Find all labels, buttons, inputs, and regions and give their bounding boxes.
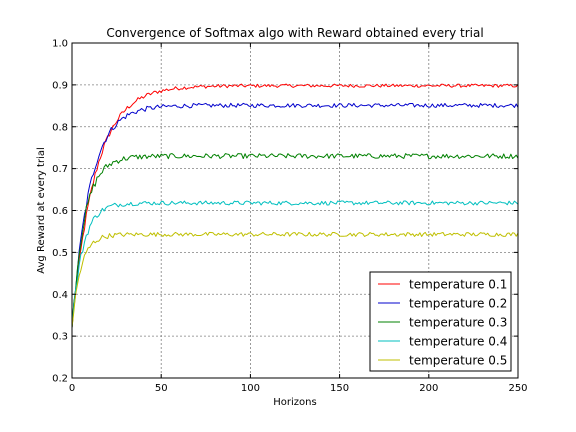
legend-label: temperature 0.1 <box>409 278 507 292</box>
y-axis-label: Avg Reward at every trial <box>36 147 47 274</box>
x-tick-label: 200 <box>419 383 438 394</box>
y-tick-label: 0.7 <box>52 164 68 175</box>
y-tick-label: 0.2 <box>52 374 68 385</box>
y-tick-label: 0.9 <box>52 80 68 91</box>
y-tick-label: 0.8 <box>52 122 68 133</box>
series-line-2 <box>71 102 519 328</box>
x-tick-label: 150 <box>330 383 349 394</box>
legend-label: temperature 0.5 <box>409 354 507 368</box>
y-tick-label: 0.4 <box>52 290 68 301</box>
y-tick-label: 1.0 <box>52 39 68 50</box>
series-line-3 <box>71 153 519 328</box>
x-tick-label: 250 <box>508 383 527 394</box>
y-tick-label: 0.6 <box>52 206 68 217</box>
legend-label: temperature 0.2 <box>409 297 507 311</box>
y-tick-label: 0.3 <box>52 332 68 343</box>
chart-title: Convergence of Softmax algo with Reward … <box>106 26 483 40</box>
ticks: 0 50 100 150 200 250 0.2 0.3 0.4 0.5 0.6 0.7 0.8 0.9 1… <box>52 39 527 395</box>
x-tick-label: 0 <box>69 383 75 394</box>
series-group <box>71 83 519 328</box>
legend-label: temperature 0.4 <box>409 335 507 349</box>
y-tick-label: 0.5 <box>52 248 68 259</box>
series-line-1 <box>71 83 519 328</box>
x-tick-label: 50 <box>155 383 168 394</box>
series-line-4 <box>71 200 519 328</box>
legend: temperature 0.1 temperature 0.2 temperatur… <box>369 271 512 372</box>
x-tick-label: 100 <box>241 383 260 394</box>
x-axis-label: Horizons <box>273 397 316 408</box>
series-line-5 <box>71 231 519 328</box>
legend-label: temperature 0.3 <box>409 316 507 330</box>
